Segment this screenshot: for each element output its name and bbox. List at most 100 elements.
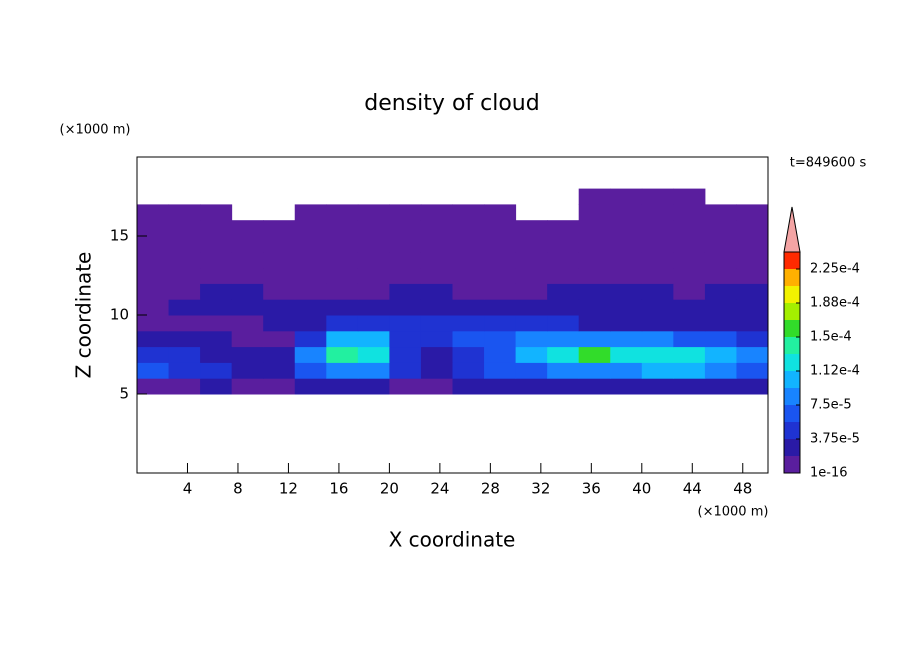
- contour-cell: [484, 362, 517, 379]
- y-axis-label: Z coordinate: [72, 252, 96, 379]
- contour-cell: [484, 251, 517, 269]
- contour-cell: [736, 267, 769, 284]
- contour-cell: [168, 330, 201, 348]
- contour-cell: [515, 299, 548, 316]
- contour-cell: [452, 299, 485, 316]
- colorbar-tick-label: 2.25e-4: [810, 262, 860, 277]
- contour-cell: [137, 251, 170, 269]
- colorbar-tick-label: 1.5e-4: [810, 330, 852, 345]
- contour-cell: [515, 236, 548, 253]
- contour-cell: [610, 220, 643, 237]
- contour-cell: [578, 220, 611, 237]
- contour-cell: [578, 315, 611, 332]
- contour-cell: [263, 362, 296, 379]
- contour-cell: [200, 330, 233, 348]
- contour-cell: [263, 346, 296, 363]
- contour-cell: [168, 267, 201, 284]
- contour-cell: [578, 283, 611, 300]
- contour-cell: [420, 251, 453, 269]
- contour-cell: [389, 204, 422, 221]
- contour-cell: [736, 299, 769, 316]
- contour-cell: [578, 362, 611, 379]
- colorbar-band: [784, 269, 800, 286]
- contour-cell: [704, 220, 737, 237]
- contour-cell: [326, 299, 359, 316]
- contour-cell: [263, 251, 296, 269]
- contour-cell: [326, 330, 359, 348]
- colorbar-band: [784, 337, 800, 354]
- contour-cell: [452, 251, 485, 269]
- contour-cell: [578, 330, 611, 348]
- time-label: t=849600 s: [790, 156, 867, 171]
- contour-cell: [736, 204, 769, 221]
- contour-cell: [547, 362, 580, 379]
- contour-cell: [294, 378, 327, 395]
- contour-cell: [200, 204, 233, 221]
- contour-cell: [673, 315, 706, 332]
- contour-cell: [578, 299, 611, 316]
- contour-cell: [200, 378, 233, 395]
- contour-cell: [200, 362, 233, 379]
- contour-cell: [168, 315, 201, 332]
- contour-cell: [547, 346, 580, 363]
- x-tick-label: 28: [481, 480, 500, 498]
- contour-cell: [673, 267, 706, 284]
- x-unit: (×1000 m): [698, 505, 769, 520]
- contour-cell: [704, 346, 737, 363]
- x-axis-label: X coordinate: [389, 528, 516, 552]
- contour-cell: [610, 283, 643, 300]
- contour-cell: [357, 378, 390, 395]
- colorbar-tick-label: 1e-16: [810, 466, 848, 481]
- contour-cell: [641, 315, 674, 332]
- contour-cell: [294, 251, 327, 269]
- contour-cell: [326, 267, 359, 284]
- y-tick-label: 15: [110, 227, 129, 245]
- contour-cell: [357, 251, 390, 269]
- contour-cell: [736, 378, 769, 395]
- contour-cell: [736, 346, 769, 363]
- contour-cell: [420, 236, 453, 253]
- contour-cell: [137, 236, 170, 253]
- contour-cell: [515, 378, 548, 395]
- contour-cell: [231, 346, 264, 363]
- colorbar-band: [784, 388, 800, 405]
- contour-cell: [704, 204, 737, 221]
- colorbar-tick-label: 1.12e-4: [810, 364, 860, 379]
- contour-cell: [168, 204, 201, 221]
- contour-cell: [200, 220, 233, 237]
- contour-cell: [168, 236, 201, 253]
- contour-cell: [610, 299, 643, 316]
- y-unit: (×1000 m): [60, 123, 131, 138]
- contour-cell: [231, 362, 264, 379]
- contour-cell: [547, 236, 580, 253]
- contour-cell: [673, 220, 706, 237]
- y-tick-label: 5: [119, 385, 129, 403]
- contour-cell: [389, 315, 422, 332]
- contour-cell: [168, 362, 201, 379]
- chart-title: density of cloud: [364, 91, 539, 116]
- colorbar-tick-label: 3.75e-5: [810, 432, 860, 447]
- contour-cell: [389, 330, 422, 348]
- contour-cell: [326, 346, 359, 363]
- contour-cell: [357, 236, 390, 253]
- contour-cell: [357, 362, 390, 379]
- contour-cell: [673, 346, 706, 363]
- contour-cell: [357, 299, 390, 316]
- contour-cell: [610, 378, 643, 395]
- contour-cell: [137, 283, 170, 300]
- contour-cell: [263, 283, 296, 300]
- contour-cell: [420, 267, 453, 284]
- contour-cell: [673, 362, 706, 379]
- contour-cell: [389, 299, 422, 316]
- contour-cell: [673, 188, 706, 205]
- contour-cell: [547, 330, 580, 348]
- contour-cell: [357, 330, 390, 348]
- contour-cell: [231, 315, 264, 332]
- colorbar-band: [784, 303, 800, 320]
- contour-cell: [294, 315, 327, 332]
- contour-cell: [736, 315, 769, 332]
- contour-cell: [420, 204, 453, 221]
- contour-cell: [641, 299, 674, 316]
- contour-cell: [231, 251, 264, 269]
- colorbar-band: [784, 405, 800, 422]
